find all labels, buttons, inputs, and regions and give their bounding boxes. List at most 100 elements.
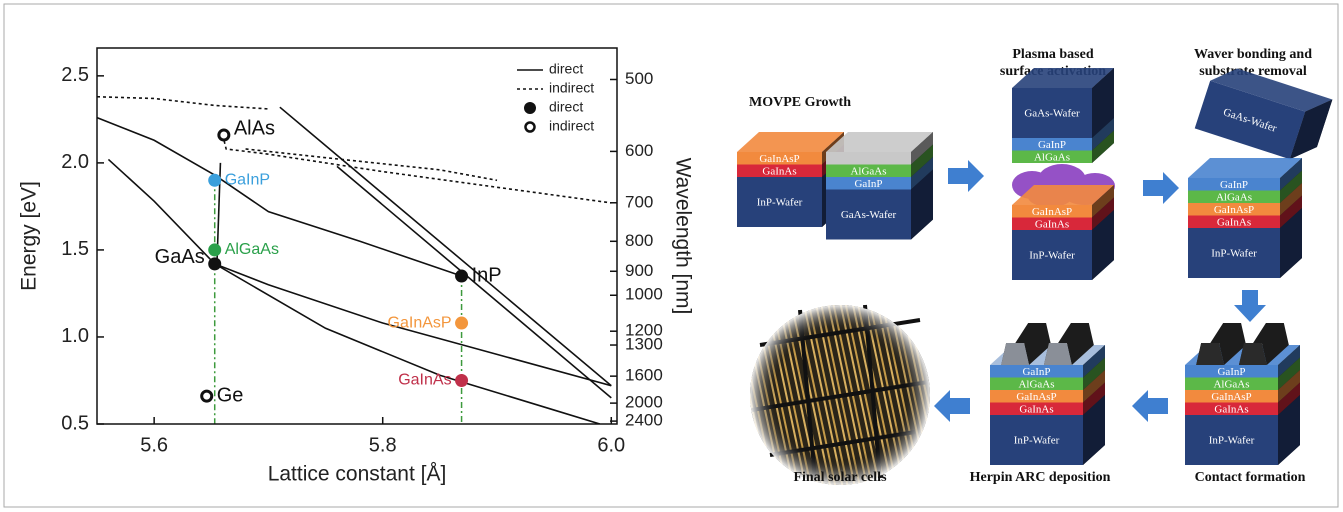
y-axis-title: Energy [eV]	[18, 181, 41, 291]
data-point	[208, 243, 221, 256]
y-tick-label: 2.5	[61, 64, 89, 86]
layer	[826, 152, 911, 165]
legend-marker	[526, 123, 535, 132]
point-label: GaInAsP	[388, 314, 452, 331]
layer-stack: GaInPAlGaAsGaInAsPGaInAs InP-Wafer	[1188, 158, 1302, 278]
step-title: Plasma based	[1012, 47, 1094, 62]
layer-label: GaInAsP	[1016, 391, 1056, 403]
plot-frame	[97, 48, 617, 424]
layer-stack: AlGaAsGaInP GaAs-Wafer	[826, 132, 933, 240]
legend-label: indirect	[549, 118, 594, 134]
layer-label: AlGaAs	[1213, 378, 1249, 390]
point-label: GaAs	[155, 246, 205, 268]
y2-tick-label: 600	[625, 141, 653, 160]
layer-label: AlGaAs	[850, 165, 886, 177]
layer-label: InP-Wafer	[1014, 435, 1060, 447]
arrow	[1132, 390, 1168, 422]
solar-cells-photo	[750, 305, 930, 485]
y-tick-label: 2.0	[61, 151, 89, 173]
layer-label: InP-Wafer	[1211, 248, 1257, 260]
layer-label: GaInAsP	[1211, 391, 1251, 403]
point-label: InP	[472, 264, 502, 286]
y2-tick-label: 1600	[625, 366, 663, 385]
layer-label: GaInAs	[1019, 403, 1053, 415]
data-point	[455, 317, 468, 330]
legend-label: direct	[549, 61, 583, 77]
point-label: Ge	[217, 384, 244, 406]
data-point	[455, 374, 468, 387]
y2-tick-label: 2400	[625, 411, 663, 430]
y2-tick-label: 2000	[625, 393, 663, 412]
series-line	[108, 159, 611, 385]
layer-label: AlGaAs	[1034, 151, 1070, 163]
point-label: AlAs	[234, 117, 275, 139]
y2-tick-label: 800	[625, 231, 653, 250]
point-label: AlGaAs	[225, 241, 279, 258]
series-line	[97, 118, 462, 276]
series-line	[223, 135, 612, 203]
y2-tick-label: 500	[625, 69, 653, 88]
layer-label: GaInP	[1217, 366, 1245, 378]
series-line	[246, 149, 497, 180]
layer-label: AlGaAs	[1018, 378, 1054, 390]
x-tick-label: 5.8	[369, 434, 397, 456]
layer-label: GaInP	[854, 178, 882, 190]
layer-label: InP-Wafer	[757, 197, 803, 209]
figure: 0.51.01.52.02.55.65.86.05006007008009001…	[0, 0, 1343, 512]
layer-label: GaInP	[1038, 139, 1066, 151]
y-tick-label: 1.5	[61, 238, 89, 260]
step-title: Final solar cells	[793, 470, 887, 485]
step-title: Contact formation	[1195, 470, 1306, 485]
legend-label: indirect	[549, 80, 594, 96]
step-title: Herpin ARC deposition	[970, 470, 1111, 485]
layer-label: InP-Wafer	[1209, 435, 1255, 447]
layer-label: GaInAsP	[1214, 204, 1254, 216]
data-point	[208, 257, 221, 270]
layer-label: GaInAs	[762, 165, 796, 177]
series-line	[215, 264, 600, 424]
y2-tick-label: 900	[625, 261, 653, 280]
layer-label: InP-Wafer	[1029, 250, 1075, 262]
y2-tick-label: 1000	[625, 285, 663, 304]
y2-axis-title: Wavelength [nm]	[671, 158, 694, 315]
layer-label: GaAs-Wafer	[841, 209, 897, 221]
x-axis-title: Lattice constant [Å]	[268, 463, 447, 486]
layer-label: GaInAs	[1214, 403, 1248, 415]
y2-tick-label: 1300	[625, 335, 663, 354]
point-label: GaInAs	[398, 372, 451, 389]
arrow	[934, 390, 970, 422]
arrow	[1234, 290, 1266, 322]
data-point	[202, 391, 212, 401]
series-line	[97, 97, 268, 109]
y2-tick-label: 700	[625, 192, 653, 211]
series-line	[280, 107, 611, 386]
legend-label: direct	[549, 99, 583, 115]
step-title: Waver bonding and	[1194, 47, 1312, 62]
step-title: MOVPE Growth	[749, 95, 851, 110]
layer-label: GaInAs	[1217, 216, 1251, 228]
legend: direct indirect direct indirect	[517, 61, 594, 134]
layer-label: GaInAsP	[759, 153, 799, 165]
arrow	[948, 160, 984, 192]
data-point	[455, 270, 468, 283]
data-point	[208, 174, 221, 187]
layer-stack: GaInPAlGaAsGaInAsPGaInAs InP-Wafer	[1185, 323, 1300, 465]
layer-label: GaInAs	[1035, 218, 1069, 230]
legend-marker	[524, 102, 536, 114]
layer-label: GaInAsP	[1032, 206, 1072, 218]
y-tick-label: 1.0	[61, 325, 89, 347]
layer-label: GaInP	[1022, 366, 1050, 378]
arrow	[1143, 172, 1179, 204]
layer-label: GaInP	[1220, 179, 1248, 191]
x-tick-label: 6.0	[597, 434, 625, 456]
layer-label: GaAs-Wafer	[1024, 108, 1080, 120]
data-point	[219, 130, 229, 140]
x-tick-label: 5.6	[140, 434, 168, 456]
photo-vignette	[750, 305, 930, 485]
point-label: GaInP	[225, 172, 270, 189]
layer-label: AlGaAs	[1216, 191, 1252, 203]
